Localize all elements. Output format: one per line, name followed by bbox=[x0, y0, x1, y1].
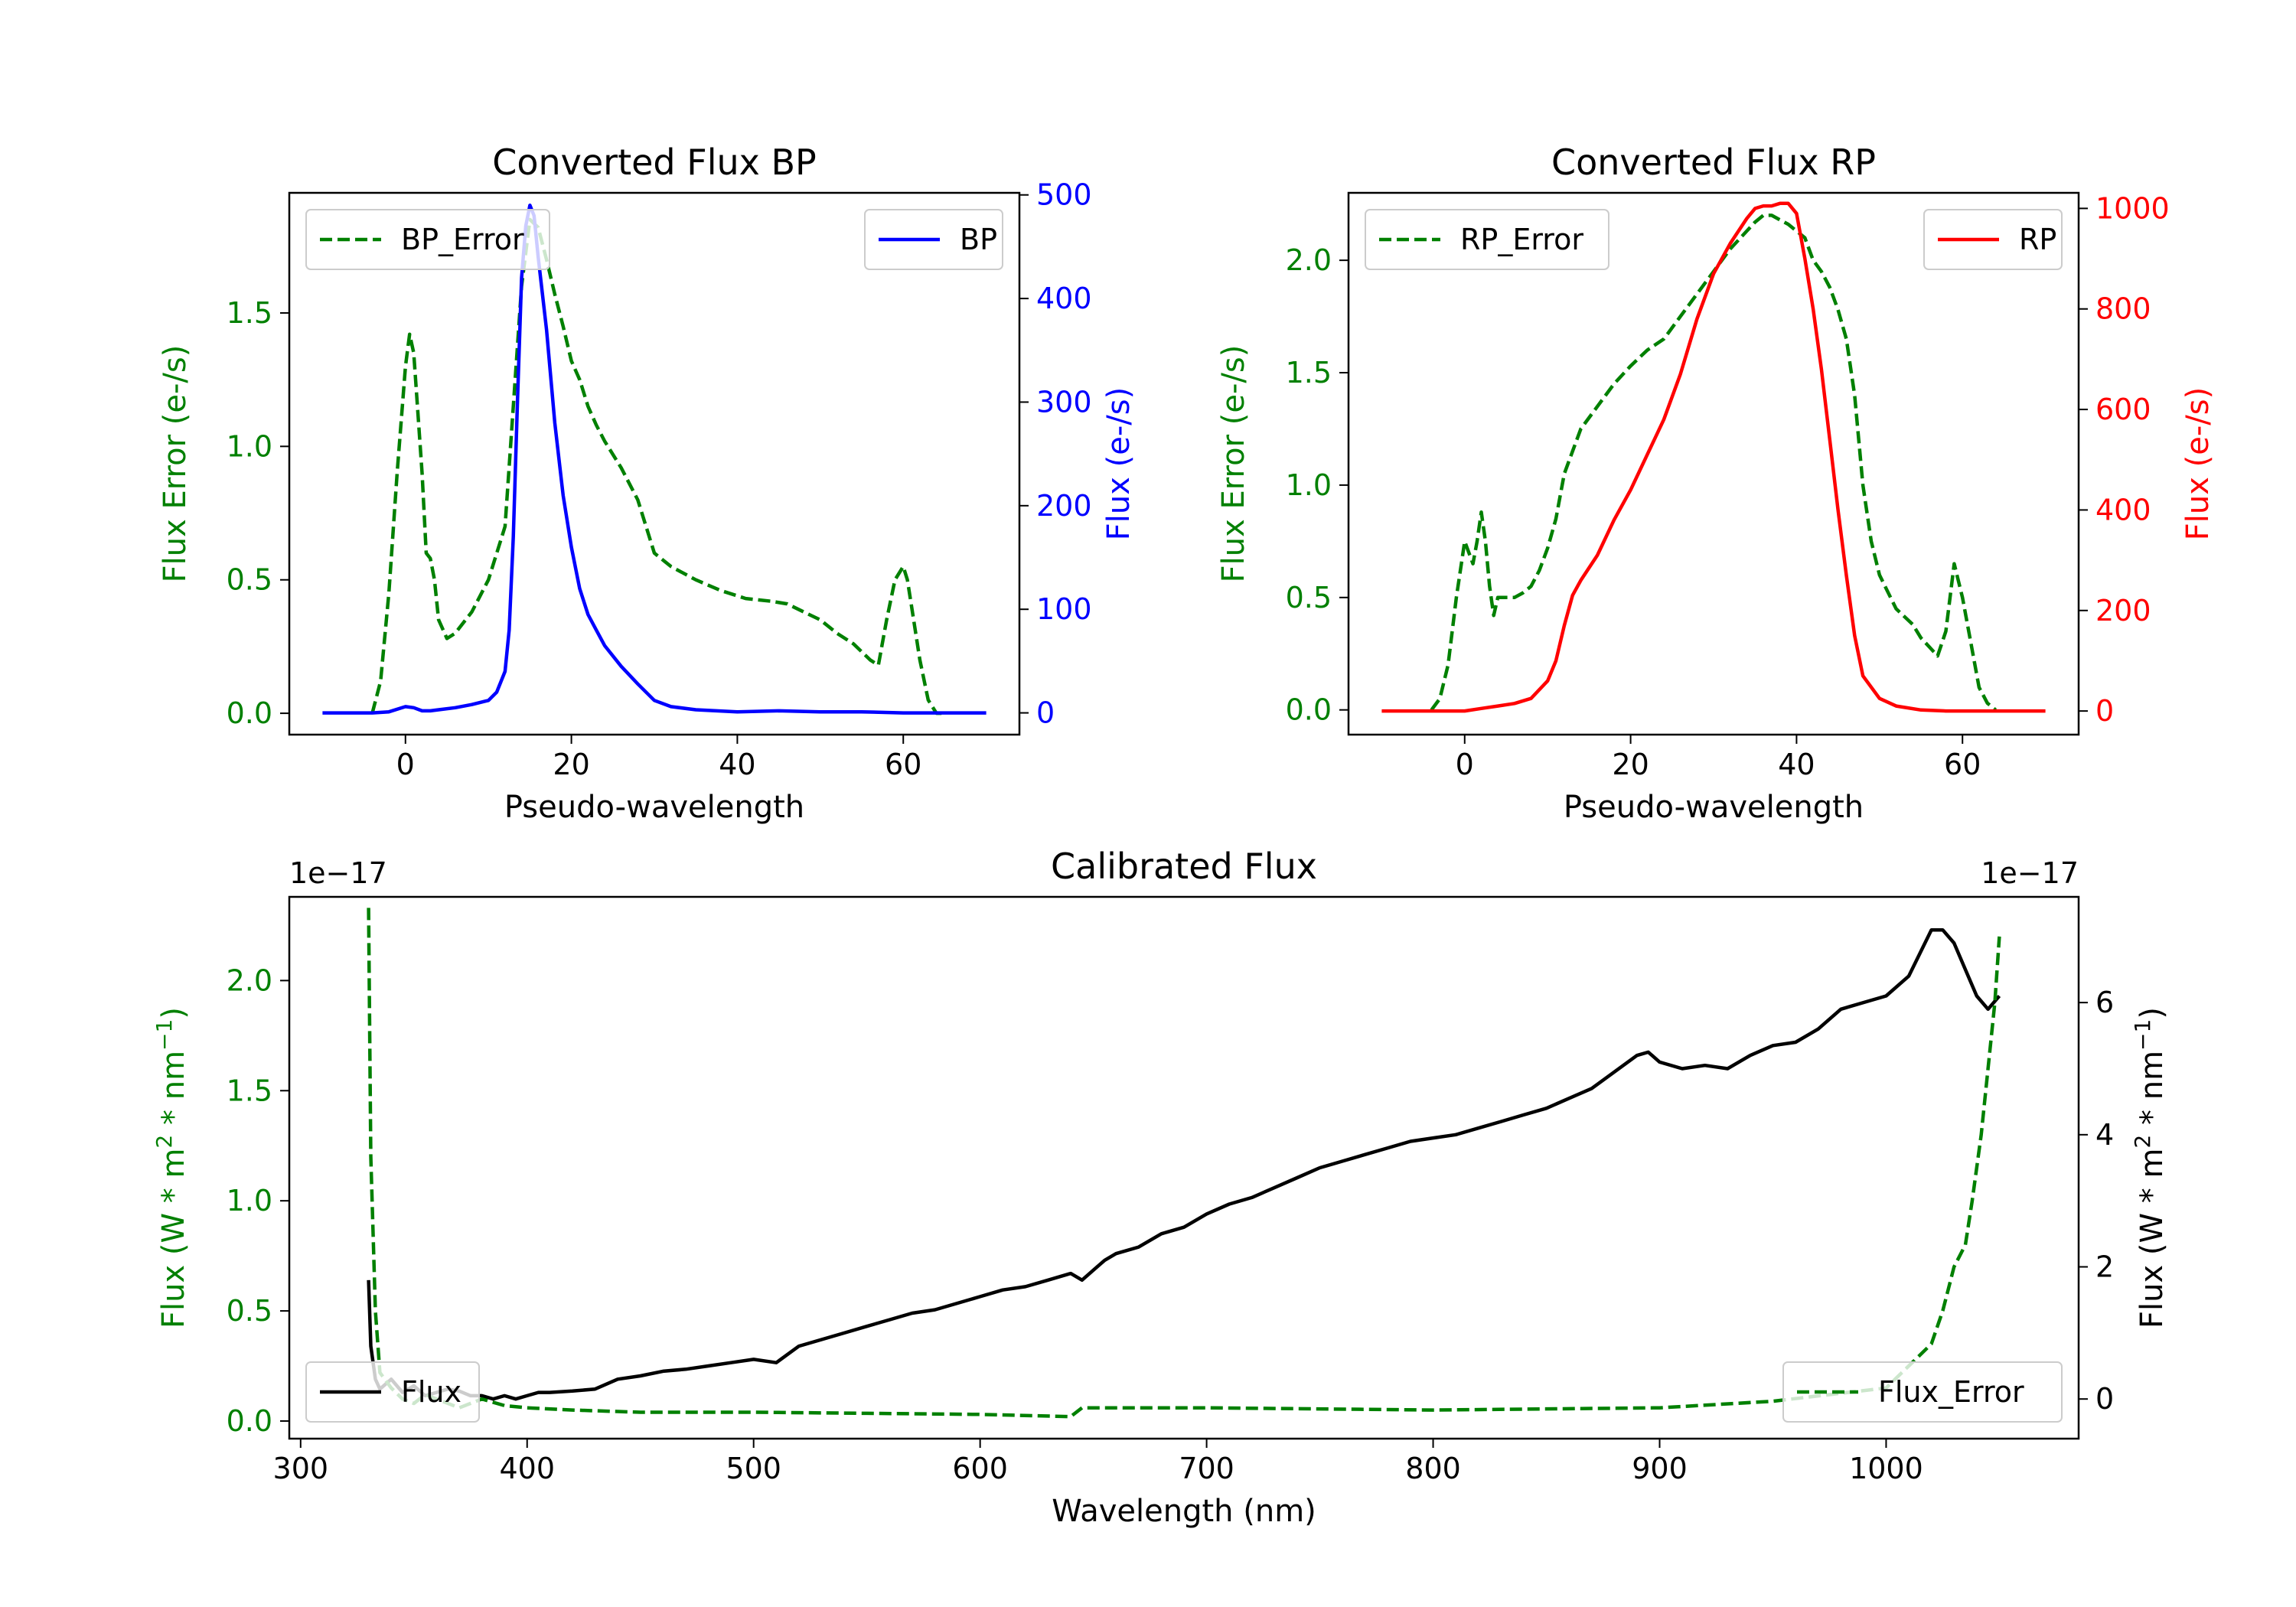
x-tick-label: 400 bbox=[499, 1452, 555, 1485]
right-tick-label: 100 bbox=[1036, 592, 1092, 626]
right-tick-label: 200 bbox=[1036, 489, 1092, 523]
rp-series-group bbox=[1381, 201, 2046, 713]
rp-x-axis-label: Pseudo-wavelength bbox=[1564, 790, 1864, 825]
calibrated-right-offset-text: 1e−17 bbox=[1981, 856, 2079, 890]
series-line-rp bbox=[1381, 201, 2046, 713]
x-tick-label: 800 bbox=[1405, 1452, 1461, 1485]
rp-right-axis-label: Flux (e-/s) bbox=[2180, 387, 2216, 540]
legend-label: RP bbox=[2019, 223, 2056, 256]
left-tick-label: 1.5 bbox=[227, 296, 272, 330]
right-tick-label: 2 bbox=[2095, 1250, 2114, 1284]
bp-right-axis-label: Flux (e-/s) bbox=[1101, 387, 1137, 540]
bp-chart-title: Converted Flux BP bbox=[492, 142, 817, 183]
right-tick-label: 0 bbox=[2095, 1382, 2114, 1416]
bp-left-axis-label: Flux Error (e-/s) bbox=[158, 345, 193, 583]
x-tick-label: 600 bbox=[952, 1452, 1008, 1485]
x-tick-label: 0 bbox=[1456, 748, 1474, 781]
legend-bp-error: BP_Error bbox=[305, 209, 550, 270]
bp-chart: 0 20 40 60 Pseudo-wavelength 0.0 0.5 1.0 1.5 0 100… bbox=[158, 142, 1137, 825]
calibrated-series-group bbox=[367, 908, 2001, 1419]
left-tick-label: 1.5 bbox=[1286, 356, 1332, 390]
left-tick-label: 0.0 bbox=[1286, 693, 1332, 727]
left-tick-label: 0.5 bbox=[227, 1294, 272, 1328]
rp-chart-title: Converted Flux RP bbox=[1551, 142, 1876, 183]
x-tick-label: 60 bbox=[1944, 748, 1981, 781]
x-tick-label: 40 bbox=[719, 748, 755, 781]
legend-bp: BP bbox=[864, 209, 1003, 270]
legend-flux-error: Flux_Error bbox=[1782, 1361, 2063, 1423]
legend-label: Flux_Error bbox=[1878, 1375, 2024, 1409]
x-tick-label: 20 bbox=[553, 748, 589, 781]
right-tick-label: 800 bbox=[2095, 292, 2151, 326]
x-tick-label: 1000 bbox=[1849, 1452, 1923, 1485]
calibrated-left-axis-label: Flux (W * m2 * nm−1) bbox=[152, 1007, 192, 1328]
right-tick-label: 1000 bbox=[2095, 191, 2170, 225]
left-tick-label: 0.5 bbox=[1286, 581, 1332, 614]
x-tick-label: 40 bbox=[1778, 748, 1815, 781]
x-tick-label: 60 bbox=[885, 748, 921, 781]
legend-box bbox=[1365, 209, 1609, 270]
series-line-flux-error bbox=[367, 908, 2001, 1419]
legend-label: BP bbox=[960, 223, 997, 256]
calibrated-plot-frame bbox=[288, 895, 2080, 1440]
x-tick-label: 20 bbox=[1612, 748, 1649, 781]
left-tick-label: 2.0 bbox=[227, 963, 272, 997]
left-tick-label: 0.0 bbox=[227, 1404, 272, 1438]
right-tick-label: 0 bbox=[2095, 694, 2114, 728]
legend-rp: RP bbox=[1923, 209, 2063, 270]
left-tick-label: 0.5 bbox=[227, 563, 272, 597]
x-tick-label: 500 bbox=[726, 1452, 781, 1485]
left-tick-label: 0.0 bbox=[227, 696, 272, 730]
rp-chart: 0 20 40 60 Pseudo-wavelength 0.0 0.5 1.0 1.5 2.0 0… bbox=[1216, 142, 2216, 825]
series-line-rp-error bbox=[1430, 214, 1998, 712]
legend-rp-error: RP_Error bbox=[1365, 209, 1609, 270]
left-tick-label: 1.0 bbox=[1286, 468, 1332, 502]
legend-box bbox=[305, 209, 550, 270]
right-tick-label: 500 bbox=[1036, 178, 1092, 212]
bp-series-group bbox=[322, 203, 987, 715]
legend-box bbox=[1782, 1361, 2063, 1423]
calibrated-right-axis-label: Flux (W * m2 * nm−1) bbox=[2130, 1007, 2170, 1328]
calibrated-chart-title: Calibrated Flux bbox=[1051, 846, 1317, 887]
calibrated-x-axis-label: Wavelength (nm) bbox=[1052, 1494, 1316, 1529]
right-tick-label: 0 bbox=[1036, 696, 1055, 730]
right-tick-label: 600 bbox=[2095, 393, 2151, 426]
bp-plot-frame bbox=[288, 191, 1021, 736]
series-line-bp-error bbox=[370, 217, 945, 715]
legend-flux: Flux bbox=[305, 1361, 480, 1423]
left-tick-label: 2.0 bbox=[1286, 243, 1332, 277]
legend-label: Flux bbox=[401, 1375, 461, 1409]
rp-left-axis-label: Flux Error (e-/s) bbox=[1216, 345, 1251, 583]
calibrated-left-offset-text: 1e−17 bbox=[289, 856, 387, 890]
x-tick-label: 300 bbox=[273, 1452, 329, 1485]
series-line-bp bbox=[322, 203, 987, 715]
right-tick-label: 6 bbox=[2095, 986, 2114, 1019]
x-tick-label: 900 bbox=[1632, 1452, 1688, 1485]
legend-label: RP_Error bbox=[1460, 223, 1583, 256]
legend-label: BP_Error bbox=[401, 223, 524, 256]
right-tick-label: 4 bbox=[2095, 1118, 2114, 1152]
right-tick-label: 400 bbox=[2095, 493, 2151, 526]
left-tick-label: 1.0 bbox=[227, 429, 272, 463]
calibrated-chart: 300 400 500 600 700 800 900 1000 Wavelength (nm)… bbox=[227, 846, 2115, 1529]
right-tick-label: 300 bbox=[1036, 385, 1092, 419]
rp-plot-frame bbox=[1347, 191, 2080, 736]
series-line-flux bbox=[367, 927, 2001, 1401]
left-tick-label: 1.0 bbox=[227, 1184, 272, 1217]
legend-box bbox=[305, 1361, 480, 1423]
x-tick-label: 700 bbox=[1179, 1452, 1234, 1485]
right-tick-label: 400 bbox=[1036, 282, 1092, 315]
x-tick-label: 0 bbox=[396, 748, 415, 781]
right-tick-label: 200 bbox=[2095, 594, 2151, 627]
left-tick-label: 1.5 bbox=[227, 1074, 272, 1107]
bp-x-axis-label: Pseudo-wavelength bbox=[504, 790, 804, 825]
